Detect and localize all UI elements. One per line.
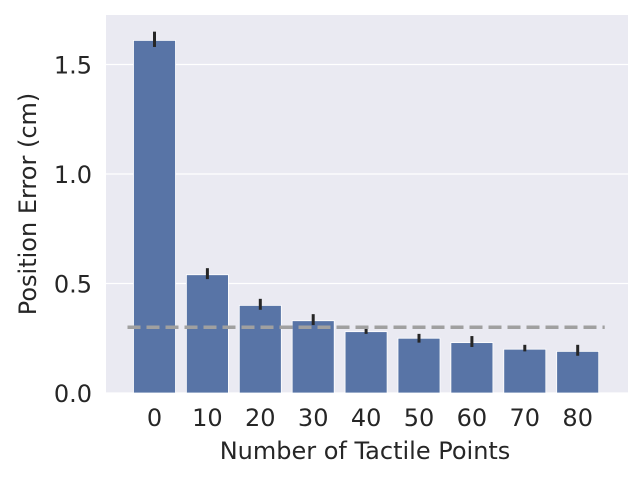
- x-tick-label: 70: [510, 404, 541, 432]
- bar: [185, 274, 229, 394]
- x-axis-label: Number of Tactile Points: [220, 437, 511, 465]
- y-axis-label: Position Error (cm): [14, 93, 42, 316]
- y-tick-label: 0.0: [54, 380, 92, 408]
- x-tick-label: 10: [192, 404, 223, 432]
- bar: [397, 337, 441, 394]
- x-tick-label: 30: [298, 404, 329, 432]
- x-tick-label: 50: [404, 404, 435, 432]
- bar: [503, 348, 547, 394]
- x-tick-label: 40: [351, 404, 382, 432]
- x-tick-label: 60: [457, 404, 488, 432]
- bar: [344, 331, 388, 394]
- x-tick-labels: 0 10 20 30 40 50 60 70 80: [147, 404, 593, 432]
- bar: [291, 320, 335, 394]
- bar: [238, 304, 282, 394]
- bar: [450, 342, 494, 394]
- x-tick-label: 80: [562, 404, 593, 432]
- y-tick-label: 1.0: [54, 161, 92, 189]
- error-bars: [153, 31, 580, 356]
- y-tick-label: 0.5: [54, 271, 92, 299]
- x-tick-label: 20: [245, 404, 276, 432]
- x-tick-label: 0: [147, 404, 162, 432]
- bars: [133, 40, 600, 394]
- bar: [133, 40, 176, 394]
- bar: [556, 350, 600, 394]
- y-tick-labels: 0.0 0.5 1.0 1.5: [54, 52, 92, 409]
- y-tick-label: 1.5: [54, 52, 92, 80]
